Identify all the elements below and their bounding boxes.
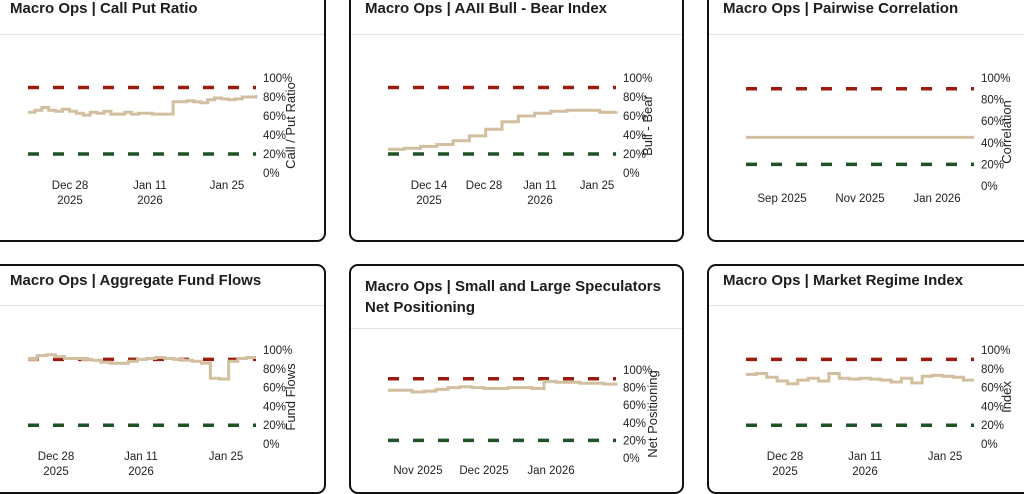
pairwise-correlation-chart: 100% 80% 60% 40% 20% 0% Correlation Sep 2025 Nov… xyxy=(746,73,1014,205)
x-tick-year-label: 2026 xyxy=(527,195,553,207)
chart-title: Macro Ops | Market Regime Index xyxy=(723,272,964,289)
x-tick-year-label: 2026 xyxy=(852,466,878,478)
chart-title: Macro Ops | Aggregate Fund Flows xyxy=(10,272,262,289)
x-tick-label: Jan 11 xyxy=(848,451,882,463)
x-tick-label: Jan 25 xyxy=(928,451,963,463)
y-tick-label: 40% xyxy=(263,401,286,413)
x-tick-label: Dec 28 xyxy=(38,451,74,463)
x-tick-label: Jan 25 xyxy=(210,180,245,192)
y-tick-label: 80% xyxy=(981,364,1004,376)
x-tick-label: Jan 11 xyxy=(133,180,167,192)
y-axis-label: Index xyxy=(999,381,1014,413)
x-tick-label: Sep 2025 xyxy=(757,193,806,205)
y-tick-label: 60% xyxy=(263,383,286,395)
y-tick-label: 80% xyxy=(263,92,286,104)
x-tick-year-label: 2025 xyxy=(43,466,69,478)
aaii-bull-bear-chart: 100% 80% 60% 40% 20% 0% Bull - Bear Dec 14 2025 D… xyxy=(388,73,655,207)
chart-card-speculators-net-positioning: Macro Ops | Small and Large Speculators … xyxy=(349,264,684,494)
x-tick-label: Jan 2026 xyxy=(527,465,574,477)
chart-card-aggregate-fund-flows: Macro Ops | Aggregate Fund Flows 100% 80%… xyxy=(0,264,326,494)
x-tick-label: Jan 2026 xyxy=(913,193,960,205)
x-tick-label: Dec 14 xyxy=(411,180,448,192)
y-tick-label: 60% xyxy=(623,400,646,412)
x-tick-label: Jan 11 xyxy=(523,180,557,192)
y-axis-label: Call / Put Ratio xyxy=(283,82,298,169)
y-tick-label: 100% xyxy=(623,365,652,377)
y-tick-label: 100% xyxy=(981,73,1010,85)
y-tick-label: 60% xyxy=(981,383,1004,395)
y-tick-label: 0% xyxy=(981,181,998,193)
title-divider xyxy=(0,305,324,306)
call-put-ratio-chart: 100% 80% 60% 40% 20% 0%Call / Put Ratio Dec 28… xyxy=(28,73,298,207)
y-tick-label: 40% xyxy=(981,138,1004,150)
x-tick-label: Dec 28 xyxy=(466,180,502,192)
y-tick-label: 20% xyxy=(263,420,286,432)
y-axis-label: Correlation xyxy=(999,100,1014,164)
y-tick-label: 80% xyxy=(623,383,646,395)
x-tick-year-label: 2025 xyxy=(416,195,442,207)
y-tick-label: 0% xyxy=(981,439,998,451)
y-tick-label: 60% xyxy=(623,111,646,123)
y-axis-label: Fund Flows xyxy=(283,363,298,431)
x-tick-year-label: 2025 xyxy=(57,195,83,207)
y-tick-label: 0% xyxy=(263,439,280,451)
y-tick-label: 80% xyxy=(263,364,286,376)
chart-title: Macro Ops | Small and Large Speculators … xyxy=(365,278,661,316)
series-line xyxy=(746,372,974,386)
chart-card-market-regime-index: Macro Ops | Market Regime Index 100% 80% 6… xyxy=(707,264,1024,494)
y-tick-label: 60% xyxy=(981,116,1004,128)
chart-title: Macro Ops | AAII Bull - Bear Index xyxy=(365,0,608,17)
series-line xyxy=(28,353,256,381)
chart-card-aaii-bull-bear: Macro Ops | AAII Bull - Bear Index 100% 8… xyxy=(349,0,684,242)
y-tick-label: 40% xyxy=(623,130,646,142)
y-axis-label: Bull - Bear xyxy=(640,94,655,155)
y-tick-label: 20% xyxy=(623,435,646,447)
y-tick-label: 80% xyxy=(623,92,646,104)
x-tick-year-label: 2026 xyxy=(128,466,154,478)
y-tick-label: 20% xyxy=(623,149,646,161)
y-tick-label: 0% xyxy=(623,168,640,180)
series-line xyxy=(388,379,618,394)
y-tick-label: 0% xyxy=(623,453,640,465)
y-tick-label: 100% xyxy=(263,345,292,357)
series-line xyxy=(388,108,618,151)
y-tick-label: 0% xyxy=(263,168,280,180)
y-tick-label: 40% xyxy=(623,418,646,430)
series-line xyxy=(28,95,258,117)
y-tick-label: 40% xyxy=(981,401,1004,413)
x-tick-label: Dec 28 xyxy=(767,451,803,463)
y-tick-label: 20% xyxy=(981,159,1004,171)
y-tick-label: 100% xyxy=(981,345,1010,357)
y-tick-label: 100% xyxy=(263,73,292,85)
market-regime-index-chart: 100% 80% 60% 40% 20% 0% Index Dec 28 2025 Jan 11 2… xyxy=(746,345,1014,478)
y-tick-label: 20% xyxy=(981,420,1004,432)
x-tick-label: Jan 11 xyxy=(124,451,158,463)
title-divider xyxy=(709,34,1024,35)
x-tick-year-label: 2025 xyxy=(772,466,798,478)
chart-title: Macro Ops | Call Put Ratio xyxy=(10,0,198,17)
y-tick-label: 40% xyxy=(263,130,286,142)
x-tick-label: Dec 2025 xyxy=(459,465,508,477)
y-axis-label: Net Positioning xyxy=(645,370,660,457)
chart-card-call-put-ratio: Macro Ops | Call Put Ratio 100% 80% 60% 40%… xyxy=(0,0,326,242)
chart-title: Macro Ops | Pairwise Correlation xyxy=(723,0,959,17)
chart-card-pairwise-correlation: Macro Ops | Pairwise Correlation 100% 80%… xyxy=(707,0,1024,242)
x-tick-label: Jan 25 xyxy=(580,180,615,192)
title-divider xyxy=(351,328,682,329)
y-tick-label: 80% xyxy=(981,95,1004,107)
x-tick-label: Jan 25 xyxy=(209,451,244,463)
speculators-net-positioning-chart: 100% 80% 60% 40% 20% 0% Net Positioning Nov 202… xyxy=(388,365,660,477)
title-divider xyxy=(709,305,1024,306)
title-divider xyxy=(351,34,682,35)
y-tick-label: 20% xyxy=(263,149,286,161)
y-tick-label: 100% xyxy=(623,73,652,85)
y-tick-label: 60% xyxy=(263,111,286,123)
x-tick-year-label: 2026 xyxy=(137,195,163,207)
x-tick-label: Nov 2025 xyxy=(835,193,884,205)
title-divider xyxy=(0,34,324,35)
x-tick-label: Dec 28 xyxy=(52,180,88,192)
x-tick-label: Nov 2025 xyxy=(393,465,442,477)
aggregate-fund-flows-chart: 100% 80% 60% 40% 20% 0%Fund Flows Dec 28 2025 Ja… xyxy=(28,345,298,478)
